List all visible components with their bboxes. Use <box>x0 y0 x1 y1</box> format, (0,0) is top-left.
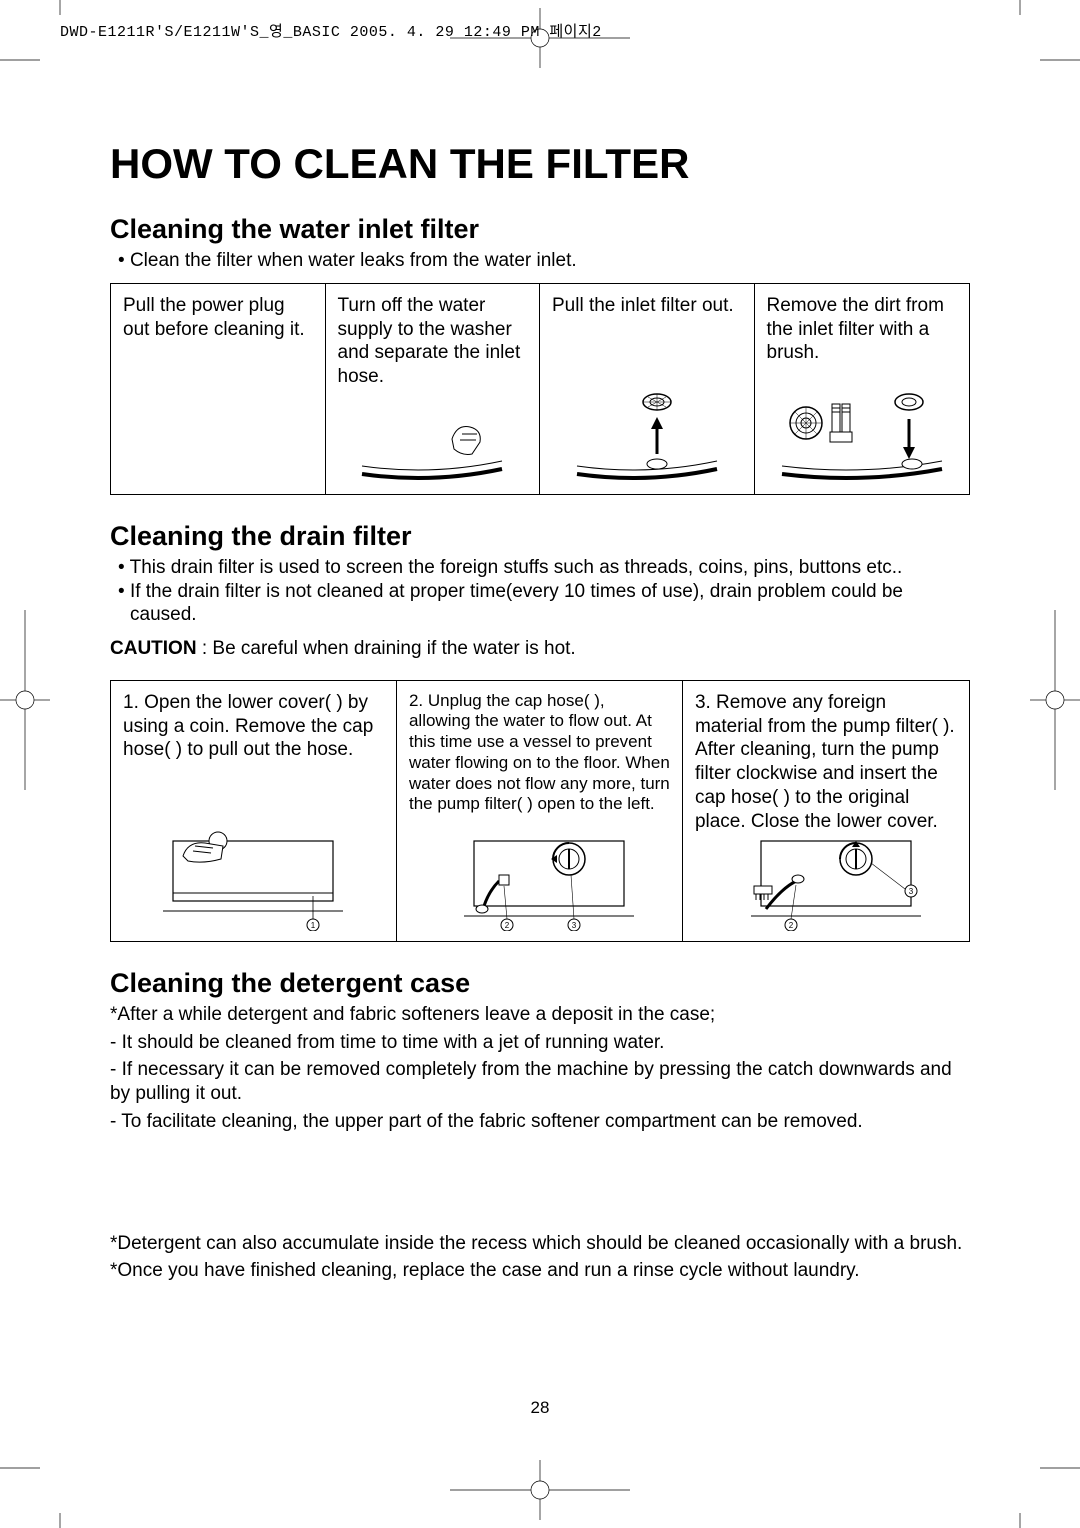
print-header: DWD-E1211R'S/E1211W'S_영_BASIC 2005. 4. 2… <box>60 20 602 41</box>
page-number: 28 <box>0 1398 1080 1418</box>
